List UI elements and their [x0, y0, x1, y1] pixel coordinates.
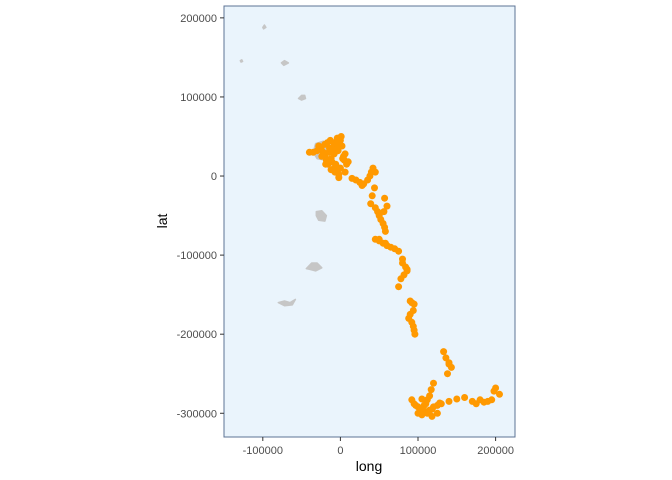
data-point [433, 409, 441, 417]
data-point [381, 194, 389, 202]
data-point [381, 227, 389, 235]
data-point [418, 395, 426, 403]
data-point [344, 158, 352, 166]
data-point [395, 283, 403, 291]
land-polygon-1 [262, 24, 267, 30]
data-point [496, 390, 503, 398]
data-point [339, 155, 347, 163]
data-point [305, 148, 313, 156]
data-point [318, 152, 326, 160]
data-point [336, 164, 344, 172]
data-point [453, 395, 461, 403]
land-polygon-3 [239, 59, 244, 63]
data-point [383, 202, 391, 210]
y-tick-label: 200000 [180, 13, 217, 25]
land-polygon-7 [305, 262, 323, 272]
data-point [329, 146, 337, 154]
data-point [488, 396, 496, 404]
land-polygon-2 [280, 59, 290, 67]
y-tick-label: -200000 [177, 329, 217, 341]
data-point [371, 168, 379, 176]
x-tick-label: -100000 [243, 445, 283, 457]
data-point [490, 387, 498, 395]
land-polygon-6 [315, 210, 328, 222]
x-axis-title: long [356, 458, 382, 474]
data-point [375, 235, 383, 243]
data-point [341, 168, 349, 176]
data-point [445, 359, 453, 367]
data-point [399, 259, 406, 267]
data-point [436, 399, 444, 407]
data-point [408, 396, 416, 404]
data-point [380, 208, 388, 216]
data-point [428, 412, 436, 420]
data-point [334, 142, 342, 150]
y-axis-title: lat [154, 214, 170, 229]
y-tick-label: -300000 [177, 408, 217, 420]
data-point [410, 300, 418, 308]
plot-panel [224, 6, 515, 437]
plot-border [223, 5, 516, 438]
data-point [444, 370, 451, 378]
data-point [397, 275, 405, 283]
data-point [381, 239, 389, 247]
land-polygon-4 [297, 94, 307, 101]
land-polygon-8 [277, 298, 297, 307]
x-tick-label: 200000 [477, 445, 514, 457]
data-point [395, 247, 403, 255]
y-tick-label: 0 [211, 171, 217, 183]
x-tick-label: 100000 [400, 445, 437, 457]
data-point [367, 200, 375, 208]
data-point [461, 394, 469, 401]
data-point [335, 174, 343, 182]
y-tick-label: 100000 [180, 92, 217, 104]
data-point [326, 136, 334, 144]
y-tick-label: -100000 [177, 250, 217, 262]
data-point [445, 397, 453, 405]
data-point [440, 348, 448, 356]
y-axis: 200000 100000 0 -100000 -200000 -300000 [177, 13, 224, 420]
point-layer [305, 133, 503, 420]
x-tick-label: 0 [337, 445, 343, 457]
data-point [430, 379, 437, 387]
data-point [428, 405, 436, 413]
data-point [411, 330, 419, 338]
data-point [332, 160, 340, 168]
data-point [337, 133, 345, 140]
data-point [427, 386, 435, 394]
data-point [325, 156, 333, 164]
data-point [403, 265, 411, 273]
x-axis: -100000 0 100000 200000 [243, 437, 514, 457]
data-point [368, 192, 376, 200]
data-point [371, 184, 378, 192]
